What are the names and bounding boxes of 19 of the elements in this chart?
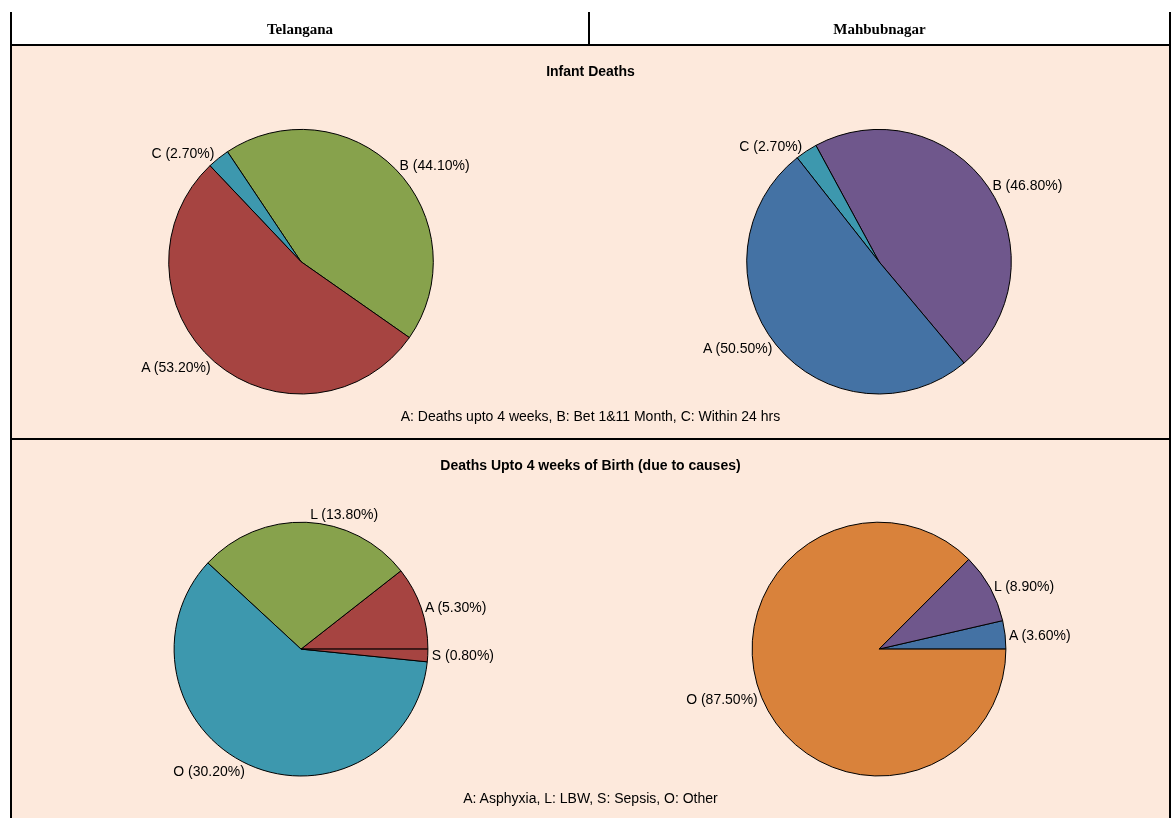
chart-title: Mahbubnagar bbox=[590, 12, 1169, 46]
slice-label: S (0.80%) bbox=[431, 647, 494, 664]
text: Infant Deaths bbox=[545, 63, 636, 79]
slice-label: B (46.80%) bbox=[992, 176, 1063, 193]
slice-label: L (8.90%) bbox=[994, 577, 1055, 594]
text: A: Deaths upto 4 weeks, B: Bet 1&11 Month, C: Within 24 hrs bbox=[399, 408, 782, 424]
slice-label: O (30.20%) bbox=[173, 763, 245, 780]
chart-title: Telangana bbox=[12, 12, 590, 46]
slice-label: O (87.50%) bbox=[686, 690, 758, 707]
slice-label: A (50.50%) bbox=[703, 340, 773, 357]
slice-label: B (44.10%) bbox=[399, 157, 470, 174]
slice-label: L (13.80%) bbox=[310, 506, 379, 523]
slice-label: C (2.70%) bbox=[739, 137, 803, 154]
slice-label: A (3.60%) bbox=[1009, 626, 1071, 643]
slice-label: A (5.30%) bbox=[424, 598, 487, 615]
slice-label: C (2.70%) bbox=[151, 145, 215, 162]
text: Deaths Upto 4 weeks of Birth (due to causes) bbox=[439, 457, 742, 473]
text: A: Asphyxia, L: LBW, S: Sepsis, O: Other bbox=[462, 790, 719, 806]
slice-label: A (53.20%) bbox=[141, 358, 211, 375]
